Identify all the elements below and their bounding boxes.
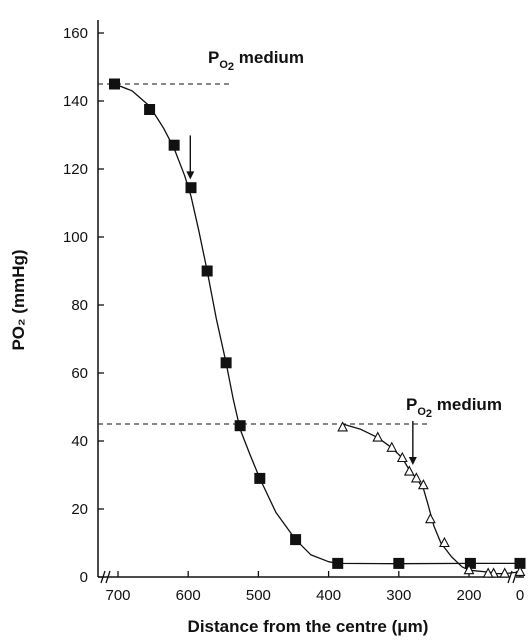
data-point-triangle	[410, 472, 422, 483]
y-tick-label: 0	[80, 569, 88, 586]
medium-label: PO2 medium	[406, 395, 502, 420]
data-point-square	[201, 265, 213, 277]
data-point-triangle	[463, 564, 475, 575]
x-tick-label: 0	[516, 587, 524, 604]
x-tick-label: 200	[456, 587, 481, 604]
data-point-triangle	[439, 536, 450, 548]
series-curve	[342, 423, 521, 575]
y-axis-title: PO₂ (mmHg)	[9, 249, 28, 350]
data-point-square	[234, 420, 246, 432]
data-point-triangle	[403, 465, 415, 476]
arrow-head	[186, 171, 195, 180]
x-tick-label: 700	[105, 587, 130, 604]
data-point-triangle	[482, 567, 494, 578]
markers	[108, 78, 526, 578]
data-point-square	[185, 182, 197, 194]
arrow-head	[408, 457, 417, 465]
data-point-square	[144, 104, 156, 115]
y-ticks: 0 20 40 60 80 100 120 140 160	[63, 25, 104, 586]
x-tick-label: 600	[176, 587, 201, 604]
data-point-square	[220, 357, 232, 369]
data-point-square	[168, 139, 180, 151]
y-tick-label: 100	[63, 229, 88, 246]
y-tick-label: 20	[71, 501, 88, 518]
axes	[97, 20, 524, 584]
y-tick-label: 60	[71, 365, 88, 382]
data-point-square	[332, 557, 344, 569]
y-tick-label: 40	[71, 433, 88, 450]
series-curve	[114, 83, 520, 565]
medium-label: PO2 medium	[208, 48, 304, 73]
x-axis-title: Distance from the centre (μm)	[188, 617, 429, 636]
data-point-square	[108, 78, 120, 90]
data-point-triangle	[499, 567, 511, 578]
data-point-triangle	[396, 451, 408, 463]
x-tick-label: 400	[316, 587, 341, 604]
data-point-triangle	[372, 431, 384, 442]
data-point-triangle	[337, 421, 349, 432]
data-point-square	[254, 472, 266, 484]
data-point-square	[290, 534, 302, 546]
data-point-triangle	[514, 565, 526, 576]
data-point-square	[393, 557, 405, 569]
data-point-triangle	[424, 513, 436, 524]
y-tick-label: 140	[63, 93, 88, 110]
data-point-square	[514, 557, 526, 569]
x-tick-label: 500	[246, 587, 271, 604]
x-tick-label: 300	[386, 587, 411, 604]
y-tick-label: 120	[63, 161, 88, 178]
data-point-square	[464, 557, 476, 569]
y-tick-label: 160	[63, 25, 88, 42]
data-point-triangle	[386, 441, 398, 452]
x-ticks: 700 600 500 400 300 200 0	[105, 571, 524, 604]
y-tick-label: 80	[71, 297, 88, 314]
data-point-triangle	[417, 479, 429, 490]
curves	[114, 83, 521, 575]
annotations: PO2 medium PO2 medium	[98, 48, 502, 465]
